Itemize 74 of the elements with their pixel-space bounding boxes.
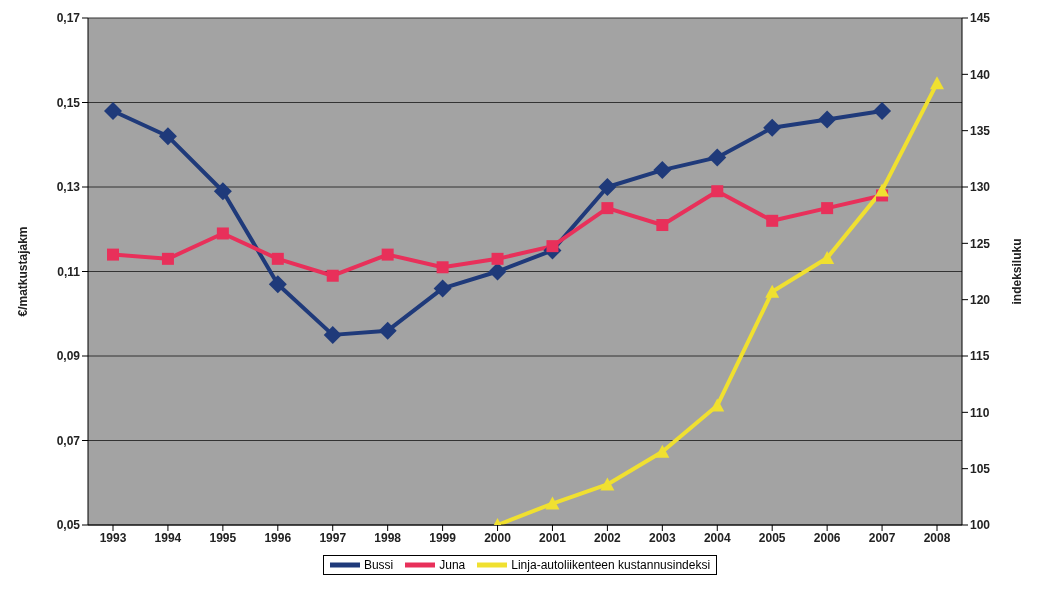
point [488,262,507,281]
y-axis-title: €/matkustajakm [16,226,31,317]
point [653,161,672,180]
point [158,127,177,146]
x-tick-label: 2003 [648,530,676,545]
y-tick-label: 0,15 [56,95,81,110]
y2-axis-title: indeksiluku [1010,238,1025,305]
x-tick-label: 2007 [868,530,896,545]
point [656,219,669,232]
point [600,477,615,491]
point [545,496,560,510]
x-tick-label: 2001 [539,530,567,545]
y2-tick-label: 120 [970,292,991,307]
x-tick-label: 1997 [319,530,347,545]
point [821,202,834,215]
y2-tick-label: 135 [970,123,991,138]
point [765,284,780,298]
x-tick-label: 1996 [264,530,292,545]
y2-tick-label: 130 [970,180,991,195]
point [213,182,232,201]
y2-tick-label: 110 [970,405,990,420]
point [546,240,559,253]
point [820,250,835,264]
x-tick-label: 2008 [923,530,951,545]
y2-tick-label: 115 [970,349,990,364]
point [491,252,504,265]
x-tick-label: 2005 [758,530,786,545]
point [763,118,782,137]
point [381,248,394,261]
point [271,252,284,265]
point [107,248,119,261]
x-tick-label: 1993 [99,530,127,545]
point [655,444,670,458]
x-tick-label: 2004 [703,530,731,545]
y-tick-label: 0,17 [56,11,81,26]
y-tick-label: 0,09 [56,349,81,364]
x-tick-label: 1995 [209,530,237,545]
x-tick-label: 1999 [429,530,457,545]
x-tick-label: 1994 [154,530,182,545]
point [930,76,944,90]
point [818,110,837,129]
y2-tick-label: 100 [970,518,991,533]
x-tick-label: 2006 [813,530,841,545]
y-tick-label: 0,05 [56,518,81,533]
point [766,214,779,227]
x-tick-label: 2000 [484,530,512,545]
y-tick-label: 0,07 [56,433,81,448]
point [378,321,397,340]
y2-tick-label: 145 [970,11,991,26]
point [326,269,339,282]
point [598,178,617,196]
x-tick-label: 1998 [374,530,402,545]
y-tick-label: 0,11 [57,264,81,279]
legend-label: Linja-autoliikenteen kustannusindeksi [510,558,711,572]
legend-label: Bussi [362,558,394,572]
point [433,279,452,298]
point [710,398,725,412]
legend-label: Juna [438,558,466,572]
point [104,101,122,120]
y-tick-label: 0,13 [56,180,81,195]
point [708,148,727,167]
point [216,227,229,240]
x-tick-label: 2002 [594,530,622,545]
point [268,275,287,294]
y2-tick-label: 140 [970,67,991,82]
point [601,202,614,215]
y2-tick-label: 105 [970,461,991,476]
point [873,101,892,120]
point [436,261,449,274]
point [711,185,724,198]
point [875,183,890,197]
point [161,252,174,265]
point [323,325,342,344]
y2-tick-label: 125 [970,236,991,251]
